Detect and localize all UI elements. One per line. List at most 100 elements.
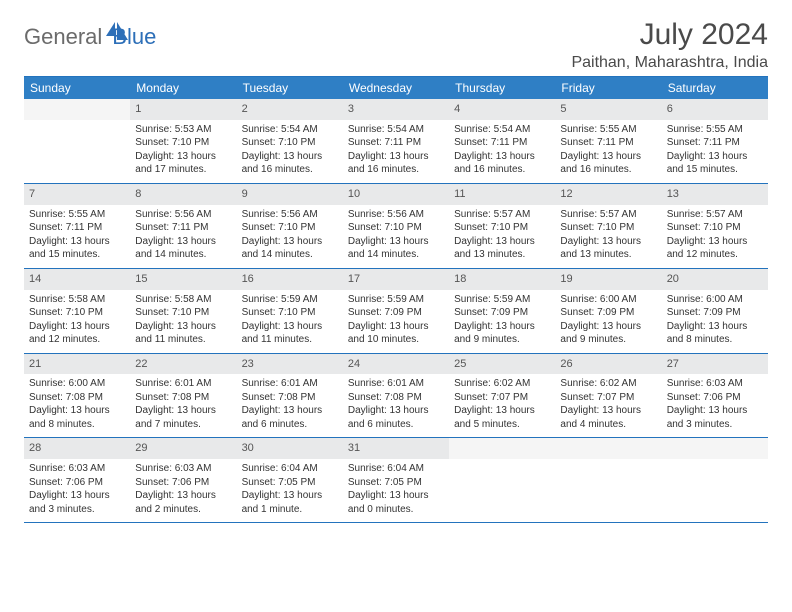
sunset-line: Sunset: 7:10 PM xyxy=(135,136,231,150)
sunrise-line: Sunrise: 5:54 AM xyxy=(454,123,550,137)
day-number: 6 xyxy=(662,99,768,120)
day-content: Sunrise: 5:59 AMSunset: 7:09 PMDaylight:… xyxy=(343,290,449,353)
day-27: 27Sunrise: 6:03 AMSunset: 7:06 PMDayligh… xyxy=(662,354,768,438)
day-content: Sunrise: 6:03 AMSunset: 7:06 PMDaylight:… xyxy=(24,459,130,522)
day-number: 26 xyxy=(555,354,661,375)
day-content: Sunrise: 6:03 AMSunset: 7:06 PMDaylight:… xyxy=(662,374,768,437)
sunset-line: Sunset: 7:11 PM xyxy=(29,221,125,235)
daylight-line: Daylight: 13 hours and 16 minutes. xyxy=(560,150,656,177)
day-number: 16 xyxy=(237,269,343,290)
sunrise-line: Sunrise: 5:53 AM xyxy=(135,123,231,137)
sunset-line: Sunset: 7:09 PM xyxy=(667,306,763,320)
day-28: 28Sunrise: 6:03 AMSunset: 7:06 PMDayligh… xyxy=(24,438,130,522)
week-row: 21Sunrise: 6:00 AMSunset: 7:08 PMDayligh… xyxy=(24,354,768,439)
daylight-line: Daylight: 13 hours and 8 minutes. xyxy=(667,320,763,347)
sunrise-line: Sunrise: 6:00 AM xyxy=(29,377,125,391)
day-number: 13 xyxy=(662,184,768,205)
day-15: 15Sunrise: 5:58 AMSunset: 7:10 PMDayligh… xyxy=(130,269,236,353)
day-17: 17Sunrise: 5:59 AMSunset: 7:09 PMDayligh… xyxy=(343,269,449,353)
day-number: 3 xyxy=(343,99,449,120)
sunset-line: Sunset: 7:11 PM xyxy=(135,221,231,235)
weekday-wednesday: Wednesday xyxy=(343,77,449,99)
daylight-line: Daylight: 13 hours and 16 minutes. xyxy=(454,150,550,177)
sunset-line: Sunset: 7:10 PM xyxy=(560,221,656,235)
day-content: Sunrise: 6:02 AMSunset: 7:07 PMDaylight:… xyxy=(555,374,661,437)
day-number: 12 xyxy=(555,184,661,205)
day-11: 11Sunrise: 5:57 AMSunset: 7:10 PMDayligh… xyxy=(449,184,555,268)
day-content: Sunrise: 5:55 AMSunset: 7:11 PMDaylight:… xyxy=(662,120,768,183)
logo-triangle-icon xyxy=(106,22,115,36)
sunset-line: Sunset: 7:06 PM xyxy=(135,476,231,490)
day-content: Sunrise: 5:53 AMSunset: 7:10 PMDaylight:… xyxy=(130,120,236,183)
sunrise-line: Sunrise: 5:57 AM xyxy=(667,208,763,222)
sunset-line: Sunset: 7:08 PM xyxy=(135,391,231,405)
sunset-line: Sunset: 7:11 PM xyxy=(348,136,444,150)
sunset-line: Sunset: 7:09 PM xyxy=(560,306,656,320)
sunrise-line: Sunrise: 6:03 AM xyxy=(135,462,231,476)
sunset-line: Sunset: 7:10 PM xyxy=(135,306,231,320)
daylight-line: Daylight: 13 hours and 16 minutes. xyxy=(242,150,338,177)
day-content: Sunrise: 5:59 AMSunset: 7:10 PMDaylight:… xyxy=(237,290,343,353)
day-20: 20Sunrise: 6:00 AMSunset: 7:09 PMDayligh… xyxy=(662,269,768,353)
daylight-line: Daylight: 13 hours and 14 minutes. xyxy=(242,235,338,262)
daylight-line: Daylight: 13 hours and 5 minutes. xyxy=(454,404,550,431)
day-number xyxy=(662,438,768,459)
weekday-saturday: Saturday xyxy=(662,77,768,99)
sunrise-line: Sunrise: 6:03 AM xyxy=(667,377,763,391)
daylight-line: Daylight: 13 hours and 11 minutes. xyxy=(242,320,338,347)
day-6: 6Sunrise: 5:55 AMSunset: 7:11 PMDaylight… xyxy=(662,99,768,183)
location: Paithan, Maharashtra, India xyxy=(571,54,768,72)
day-14: 14Sunrise: 5:58 AMSunset: 7:10 PMDayligh… xyxy=(24,269,130,353)
daylight-line: Daylight: 13 hours and 3 minutes. xyxy=(29,489,125,516)
sunrise-line: Sunrise: 5:59 AM xyxy=(348,293,444,307)
day-25: 25Sunrise: 6:02 AMSunset: 7:07 PMDayligh… xyxy=(449,354,555,438)
daylight-line: Daylight: 13 hours and 1 minute. xyxy=(242,489,338,516)
daylight-line: Daylight: 13 hours and 10 minutes. xyxy=(348,320,444,347)
sunset-line: Sunset: 7:11 PM xyxy=(667,136,763,150)
sunrise-line: Sunrise: 6:01 AM xyxy=(348,377,444,391)
header: General Blue July 2024 Paithan, Maharash… xyxy=(24,18,768,72)
day-empty xyxy=(662,438,768,522)
day-29: 29Sunrise: 6:03 AMSunset: 7:06 PMDayligh… xyxy=(130,438,236,522)
sunrise-line: Sunrise: 6:00 AM xyxy=(667,293,763,307)
day-number: 8 xyxy=(130,184,236,205)
week-row: 7Sunrise: 5:55 AMSunset: 7:11 PMDaylight… xyxy=(24,184,768,269)
day-12: 12Sunrise: 5:57 AMSunset: 7:10 PMDayligh… xyxy=(555,184,661,268)
day-number: 29 xyxy=(130,438,236,459)
sunset-line: Sunset: 7:05 PM xyxy=(348,476,444,490)
day-10: 10Sunrise: 5:56 AMSunset: 7:10 PMDayligh… xyxy=(343,184,449,268)
sunset-line: Sunset: 7:08 PM xyxy=(242,391,338,405)
day-number: 24 xyxy=(343,354,449,375)
week-row: 14Sunrise: 5:58 AMSunset: 7:10 PMDayligh… xyxy=(24,269,768,354)
day-content: Sunrise: 5:57 AMSunset: 7:10 PMDaylight:… xyxy=(662,205,768,268)
day-content: Sunrise: 6:01 AMSunset: 7:08 PMDaylight:… xyxy=(130,374,236,437)
day-3: 3Sunrise: 5:54 AMSunset: 7:11 PMDaylight… xyxy=(343,99,449,183)
day-7: 7Sunrise: 5:55 AMSunset: 7:11 PMDaylight… xyxy=(24,184,130,268)
sunset-line: Sunset: 7:10 PM xyxy=(242,136,338,150)
day-number: 23 xyxy=(237,354,343,375)
sunset-line: Sunset: 7:08 PM xyxy=(348,391,444,405)
sunset-line: Sunset: 7:10 PM xyxy=(667,221,763,235)
daylight-line: Daylight: 13 hours and 4 minutes. xyxy=(560,404,656,431)
day-5: 5Sunrise: 5:55 AMSunset: 7:11 PMDaylight… xyxy=(555,99,661,183)
day-content: Sunrise: 5:56 AMSunset: 7:10 PMDaylight:… xyxy=(343,205,449,268)
day-23: 23Sunrise: 6:01 AMSunset: 7:08 PMDayligh… xyxy=(237,354,343,438)
day-empty xyxy=(449,438,555,522)
day-content: Sunrise: 6:04 AMSunset: 7:05 PMDaylight:… xyxy=(237,459,343,522)
day-content: Sunrise: 6:01 AMSunset: 7:08 PMDaylight:… xyxy=(343,374,449,437)
day-number: 17 xyxy=(343,269,449,290)
day-content: Sunrise: 5:57 AMSunset: 7:10 PMDaylight:… xyxy=(449,205,555,268)
sunrise-line: Sunrise: 5:57 AM xyxy=(454,208,550,222)
sunrise-line: Sunrise: 5:58 AM xyxy=(29,293,125,307)
day-4: 4Sunrise: 5:54 AMSunset: 7:11 PMDaylight… xyxy=(449,99,555,183)
month-title: July 2024 xyxy=(571,18,768,52)
sunrise-line: Sunrise: 5:56 AM xyxy=(348,208,444,222)
day-number: 5 xyxy=(555,99,661,120)
sunset-line: Sunset: 7:06 PM xyxy=(667,391,763,405)
day-number: 22 xyxy=(130,354,236,375)
day-number: 27 xyxy=(662,354,768,375)
daylight-line: Daylight: 13 hours and 9 minutes. xyxy=(560,320,656,347)
sunrise-line: Sunrise: 6:04 AM xyxy=(242,462,338,476)
daylight-line: Daylight: 13 hours and 15 minutes. xyxy=(667,150,763,177)
sunrise-line: Sunrise: 6:01 AM xyxy=(135,377,231,391)
